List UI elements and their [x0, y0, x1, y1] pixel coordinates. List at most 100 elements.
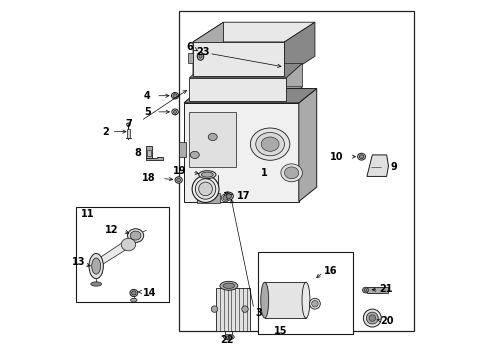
Ellipse shape — [177, 178, 181, 182]
Ellipse shape — [256, 132, 285, 156]
Text: 21: 21 — [379, 284, 393, 294]
Text: 10: 10 — [330, 152, 343, 162]
Ellipse shape — [367, 312, 378, 324]
Polygon shape — [286, 63, 302, 101]
Text: 1: 1 — [261, 168, 268, 178]
Ellipse shape — [211, 306, 218, 312]
Polygon shape — [285, 72, 299, 76]
Polygon shape — [193, 42, 285, 76]
Polygon shape — [193, 22, 223, 76]
Polygon shape — [190, 87, 302, 101]
Ellipse shape — [208, 134, 217, 140]
Ellipse shape — [92, 258, 100, 274]
Ellipse shape — [281, 164, 302, 182]
Ellipse shape — [192, 176, 219, 202]
Bar — [367, 287, 389, 293]
Ellipse shape — [261, 282, 269, 318]
Ellipse shape — [173, 94, 177, 98]
Ellipse shape — [130, 289, 138, 297]
Ellipse shape — [310, 298, 320, 309]
Ellipse shape — [261, 137, 279, 151]
Text: 14: 14 — [143, 288, 156, 298]
Ellipse shape — [197, 52, 204, 60]
Polygon shape — [190, 78, 286, 101]
Ellipse shape — [223, 334, 234, 340]
Ellipse shape — [91, 282, 101, 286]
Ellipse shape — [175, 177, 182, 183]
Ellipse shape — [122, 238, 136, 251]
Bar — [76, 207, 169, 302]
Text: 16: 16 — [324, 266, 338, 276]
Text: 7: 7 — [125, 120, 132, 129]
Text: 6: 6 — [186, 42, 193, 52]
Bar — [258, 252, 353, 334]
Polygon shape — [190, 63, 302, 78]
Ellipse shape — [199, 182, 212, 196]
Ellipse shape — [172, 109, 178, 115]
Ellipse shape — [312, 301, 318, 307]
Bar — [127, 129, 130, 138]
Ellipse shape — [199, 54, 202, 58]
Ellipse shape — [131, 291, 136, 295]
Bar — [196, 193, 220, 203]
Ellipse shape — [364, 289, 367, 292]
Text: 17: 17 — [237, 191, 250, 201]
Ellipse shape — [285, 167, 299, 179]
Polygon shape — [184, 103, 299, 202]
Ellipse shape — [363, 287, 368, 293]
Ellipse shape — [199, 171, 216, 179]
Bar — [216, 288, 250, 330]
Ellipse shape — [223, 283, 235, 288]
Polygon shape — [193, 22, 315, 42]
Ellipse shape — [224, 192, 233, 200]
Ellipse shape — [359, 155, 364, 159]
Text: 11: 11 — [80, 209, 94, 219]
Text: 22: 22 — [220, 335, 234, 345]
Polygon shape — [147, 146, 152, 158]
Ellipse shape — [221, 194, 229, 202]
Bar — [265, 282, 306, 318]
Ellipse shape — [242, 306, 248, 312]
Polygon shape — [147, 157, 163, 160]
Polygon shape — [184, 89, 317, 103]
Text: 15: 15 — [274, 326, 288, 336]
Text: 20: 20 — [381, 316, 394, 326]
Polygon shape — [98, 241, 128, 266]
Polygon shape — [367, 155, 389, 176]
Text: 13: 13 — [72, 257, 85, 267]
Ellipse shape — [302, 282, 310, 318]
Ellipse shape — [220, 281, 238, 290]
Text: 23: 23 — [196, 46, 210, 57]
Ellipse shape — [250, 128, 290, 160]
Text: 19: 19 — [173, 166, 187, 176]
Ellipse shape — [196, 179, 216, 199]
Ellipse shape — [201, 172, 213, 177]
Bar — [190, 112, 236, 167]
Ellipse shape — [364, 309, 381, 327]
Ellipse shape — [190, 151, 199, 158]
Ellipse shape — [127, 229, 144, 242]
Ellipse shape — [223, 195, 228, 200]
Ellipse shape — [226, 194, 232, 198]
Ellipse shape — [130, 231, 141, 240]
Ellipse shape — [358, 153, 366, 160]
Text: 2: 2 — [102, 127, 108, 136]
Polygon shape — [299, 89, 317, 202]
Bar — [179, 12, 414, 330]
Polygon shape — [188, 53, 193, 63]
Ellipse shape — [126, 123, 130, 126]
Bar — [147, 150, 151, 156]
Polygon shape — [285, 22, 315, 76]
Ellipse shape — [89, 253, 103, 279]
Text: 4: 4 — [144, 91, 151, 101]
Text: 18: 18 — [142, 173, 155, 183]
Text: 3: 3 — [255, 308, 262, 318]
Bar — [195, 175, 218, 202]
Ellipse shape — [369, 315, 375, 321]
Ellipse shape — [172, 93, 179, 99]
Text: 12: 12 — [105, 225, 119, 235]
Ellipse shape — [131, 298, 137, 302]
Text: 9: 9 — [390, 162, 397, 172]
Bar — [179, 142, 186, 157]
Text: 5: 5 — [144, 107, 151, 117]
